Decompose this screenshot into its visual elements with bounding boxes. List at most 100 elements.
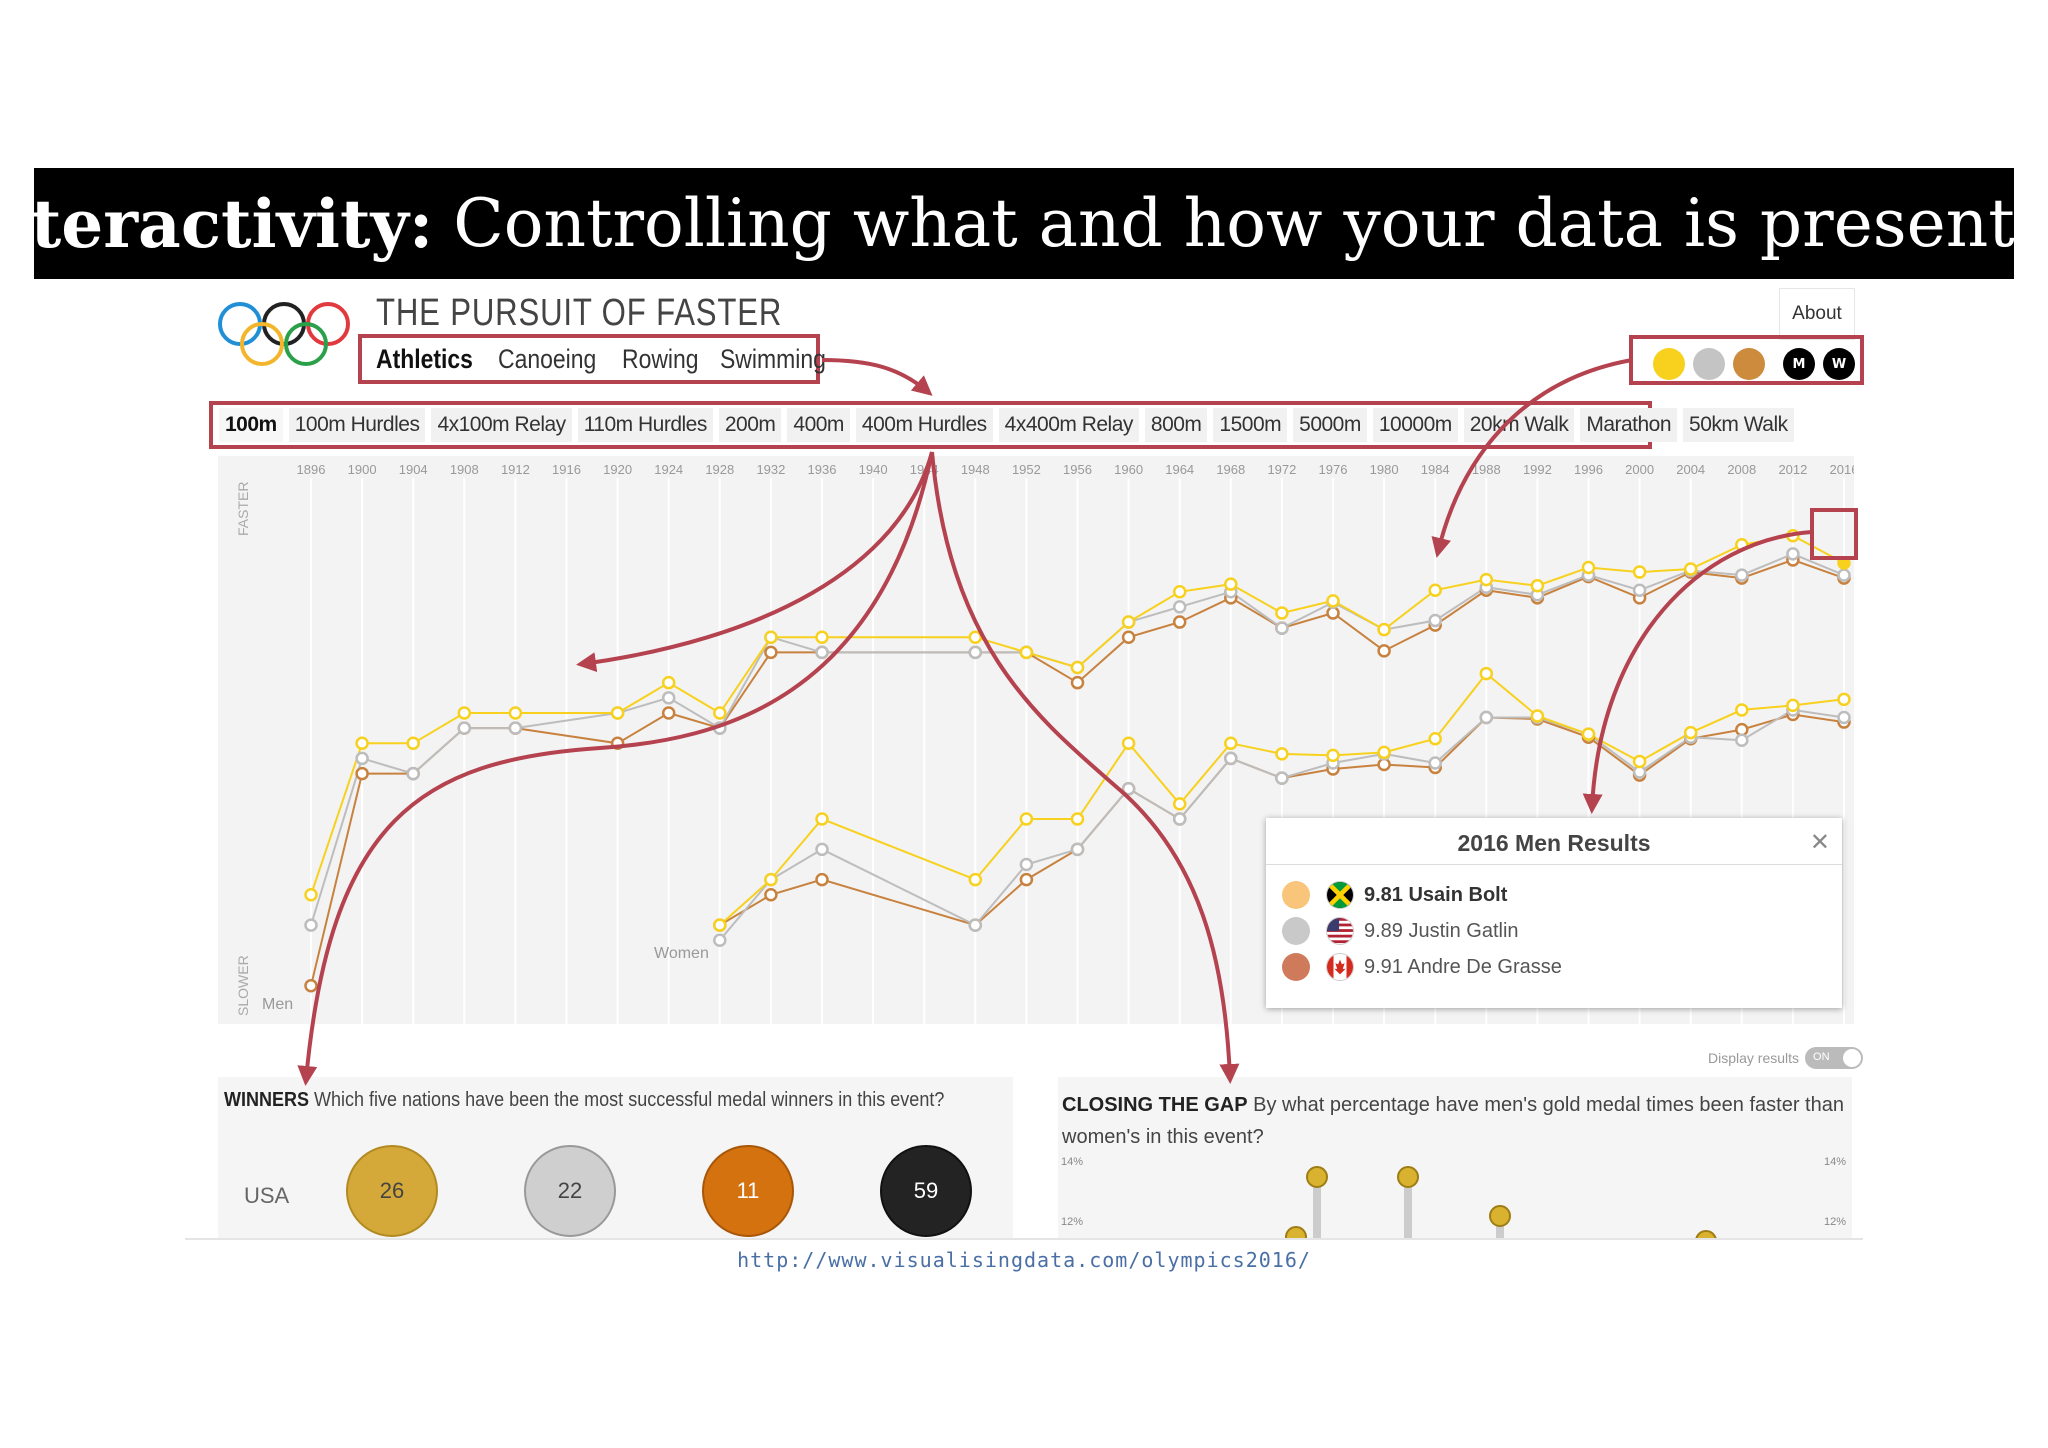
men-bronze-point[interactable] (1121, 630, 1136, 644)
men-filter-button[interactable]: M (1783, 348, 1815, 380)
men-gold-point[interactable] (1632, 565, 1647, 579)
men-gold-point[interactable] (1275, 606, 1289, 620)
men-gold-point[interactable] (304, 888, 318, 902)
women-silver-point[interactable] (1172, 812, 1187, 826)
men-gold-point[interactable] (1377, 622, 1391, 637)
women-silver-point[interactable] (1837, 710, 1851, 725)
sport-tab-swimming[interactable]: Swimming (719, 343, 826, 374)
men-gold-point[interactable] (406, 736, 420, 751)
women-silver-point[interactable] (1070, 842, 1085, 857)
women-silver-point[interactable] (1019, 857, 1034, 872)
men-gold-point[interactable] (1479, 572, 1494, 587)
display-results-toggle[interactable]: ON (1805, 1047, 1864, 1069)
women-gold-point[interactable] (1428, 731, 1442, 746)
men-gold-point[interactable] (508, 706, 523, 720)
event-tab-1500m[interactable]: 1500m (1213, 408, 1288, 442)
event-tab-100m[interactable]: 100m (219, 408, 283, 442)
event-tab-4x400m-relay[interactable]: 4x400m Relay (998, 408, 1139, 442)
sport-tab-rowing[interactable]: Rowing (621, 343, 699, 374)
men-bronze-point[interactable] (355, 766, 369, 781)
women-silver-point[interactable] (1479, 710, 1494, 725)
source-url[interactable]: http://www.visualisingdata.com/olympics2… (737, 1248, 1311, 1272)
men-bronze-point[interactable] (661, 706, 676, 720)
men-silver-point[interactable] (1786, 547, 1800, 561)
event-tab-20km-walk[interactable]: 20km Walk (1463, 408, 1575, 442)
men-gold-point[interactable] (1735, 538, 1749, 552)
men-bronze-point[interactable] (1070, 675, 1085, 690)
women-silver-point[interactable] (1632, 765, 1647, 779)
women-gold-point[interactable] (1326, 748, 1340, 763)
men-gold-point[interactable] (457, 706, 472, 720)
women-gold-point[interactable] (1377, 745, 1391, 760)
men-gold-point[interactable] (815, 630, 829, 644)
silver-filter-button[interactable] (1693, 348, 1725, 380)
men-gold-point[interactable] (968, 630, 983, 644)
women-gold-point[interactable] (1735, 703, 1749, 717)
men-gold-point[interactable] (713, 706, 727, 720)
women-gold-point[interactable] (1172, 797, 1187, 811)
men-gold-point[interactable] (1121, 615, 1136, 629)
event-tab-110m-hurdles[interactable]: 110m Hurdles (577, 408, 713, 442)
men-silver-point[interactable] (304, 918, 318, 932)
men-gold-point[interactable] (1530, 578, 1545, 593)
men-silver-point[interactable] (508, 721, 523, 735)
sport-tab-athletics[interactable]: Athletics (376, 343, 473, 374)
women-bronze-point[interactable] (1377, 757, 1391, 772)
close-icon[interactable]: ✕ (1809, 828, 1830, 856)
event-tab-5000m[interactable]: 5000m (1293, 408, 1367, 442)
men-silver-point[interactable] (713, 721, 727, 735)
women-gold-point[interactable] (1121, 736, 1136, 751)
women-bronze-point[interactable] (815, 872, 829, 887)
men-silver-point[interactable] (1172, 600, 1187, 614)
men-gold-point[interactable] (1224, 577, 1238, 591)
women-silver-point[interactable] (968, 918, 983, 932)
men-silver-point[interactable] (355, 751, 369, 766)
women-gold-point[interactable] (1581, 727, 1596, 741)
women-gold-point[interactable] (713, 918, 727, 932)
women-bronze-point[interactable] (1735, 722, 1749, 737)
men-gold-point[interactable] (1172, 585, 1187, 599)
women-bronze-point[interactable] (1019, 872, 1034, 887)
event-tab-10000m[interactable]: 10000m (1372, 408, 1458, 442)
women-silver-point[interactable] (1428, 756, 1442, 770)
men-silver-point[interactable] (406, 766, 420, 781)
men-gold-point[interactable] (1683, 562, 1698, 576)
men-gold-point[interactable] (1428, 583, 1442, 597)
women-silver-point[interactable] (815, 842, 829, 857)
men-bronze-point[interactable] (1172, 615, 1187, 629)
women-gold-point[interactable] (764, 872, 778, 887)
men-gold-point[interactable] (1326, 594, 1340, 608)
women-silver-point[interactable] (1735, 733, 1749, 747)
about-button[interactable]: About (1779, 288, 1855, 340)
men-silver-point[interactable] (1837, 568, 1851, 582)
event-tab-200m[interactable]: 200m (718, 408, 782, 442)
men-silver-point[interactable] (661, 691, 676, 705)
women-silver-point[interactable] (713, 933, 727, 947)
men-bronze-point[interactable] (304, 978, 318, 993)
bronze-filter-button[interactable] (1733, 348, 1765, 380)
women-gold-point[interactable] (815, 812, 829, 826)
men-bronze-point[interactable] (764, 645, 778, 660)
men-bronze-point[interactable] (610, 736, 625, 751)
women-gold-point[interactable] (1530, 709, 1545, 723)
women-gold-point[interactable] (1070, 812, 1085, 826)
men-gold-point[interactable] (355, 736, 369, 751)
men-gold-point[interactable] (1786, 528, 1800, 543)
women-gold-point[interactable] (1786, 698, 1800, 713)
women-gold-point[interactable] (1275, 747, 1289, 761)
women-gold-point[interactable] (1837, 692, 1851, 707)
men-silver-point[interactable] (1632, 583, 1647, 597)
men-bronze-point[interactable] (1326, 606, 1340, 620)
sport-tab-canoeing[interactable]: Canoeing (498, 343, 597, 374)
women-gold-point[interactable] (1683, 725, 1698, 740)
men-gold-point[interactable] (661, 675, 676, 690)
event-tab-400m[interactable]: 400m (787, 408, 850, 442)
men-gold-point[interactable] (610, 706, 625, 720)
men-gold-point[interactable] (1070, 660, 1085, 675)
men-gold-point[interactable] (764, 630, 778, 644)
gold-filter-button[interactable] (1653, 348, 1685, 380)
women-gold-point[interactable] (1632, 754, 1647, 769)
women-gold-point[interactable] (1479, 666, 1494, 681)
women-gold-point[interactable] (1019, 812, 1034, 826)
women-gold-point[interactable] (1224, 736, 1238, 751)
